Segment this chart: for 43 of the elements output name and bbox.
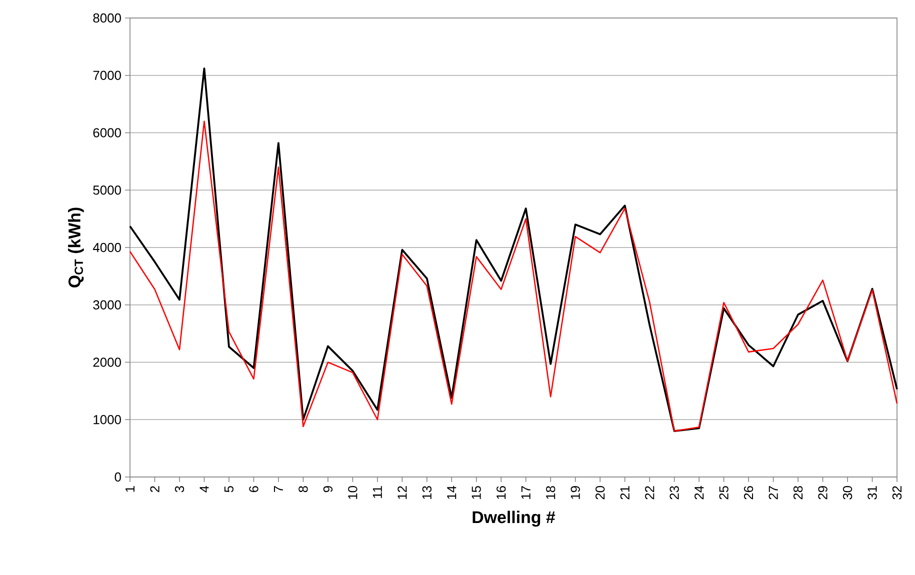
x-tick-label: 2 <box>150 486 160 492</box>
x-tick-label: 23 <box>670 486 679 500</box>
x-tick-label: 3 <box>174 486 184 492</box>
x-tick-label: 18 <box>546 486 556 499</box>
x-tick-label: 24 <box>694 486 704 500</box>
y-tick-label: 4000 <box>92 242 121 252</box>
x-tick-label: 12 <box>398 486 407 499</box>
x-tick-label: 19 <box>570 486 580 499</box>
x-tick-label: 28 <box>793 486 803 500</box>
x-tick-label: 13 <box>422 486 432 499</box>
x-tick-label: 7 <box>274 486 283 492</box>
x-tick-label: 17 <box>521 486 530 499</box>
x-tick-label: 16 <box>496 486 506 499</box>
y-tick-label: 2000 <box>93 358 121 367</box>
x-tick-label: 29 <box>818 486 828 500</box>
x-tick-label: 9 <box>323 486 333 492</box>
y-tick-label: 7000 <box>93 70 121 80</box>
x-tick-label: 11 <box>372 486 382 498</box>
x-tick-label: 21 <box>620 486 630 500</box>
x-tick-label: 31 <box>868 486 877 500</box>
x-tick-label: 6 <box>249 486 258 492</box>
x-tick-label: 4 <box>200 486 209 492</box>
x-tick-label: 1 <box>126 486 134 492</box>
y-tick-label: 8000 <box>93 13 121 23</box>
x-axis-title: Dwelling # <box>472 510 556 527</box>
y-tick-label: 1000 <box>94 415 121 424</box>
x-tick-label: 14 <box>447 486 456 499</box>
x-tick-label: 15 <box>472 486 481 499</box>
x-tick-label: 32 <box>892 486 902 500</box>
x-tick-label: 25 <box>719 486 728 500</box>
x-tick-label: 5 <box>224 486 234 492</box>
x-tick-label: 27 <box>768 486 778 500</box>
y-tick-label: 3000 <box>93 300 121 310</box>
x-tick-label: 26 <box>744 486 754 500</box>
x-tick-label: 20 <box>596 486 605 500</box>
y-tick-label: 5000 <box>93 186 121 195</box>
x-tick-label: 22 <box>645 486 654 500</box>
y-tick-label: 0 <box>114 472 121 482</box>
x-tick-label: 10 <box>348 486 358 499</box>
y-axis-title: Q$_{CT}$ (kWh) <box>68 208 84 288</box>
y-tick-label: 6000 <box>93 128 121 138</box>
x-tick-label: 30 <box>842 486 852 500</box>
x-tick-label: 8 <box>298 486 308 492</box>
